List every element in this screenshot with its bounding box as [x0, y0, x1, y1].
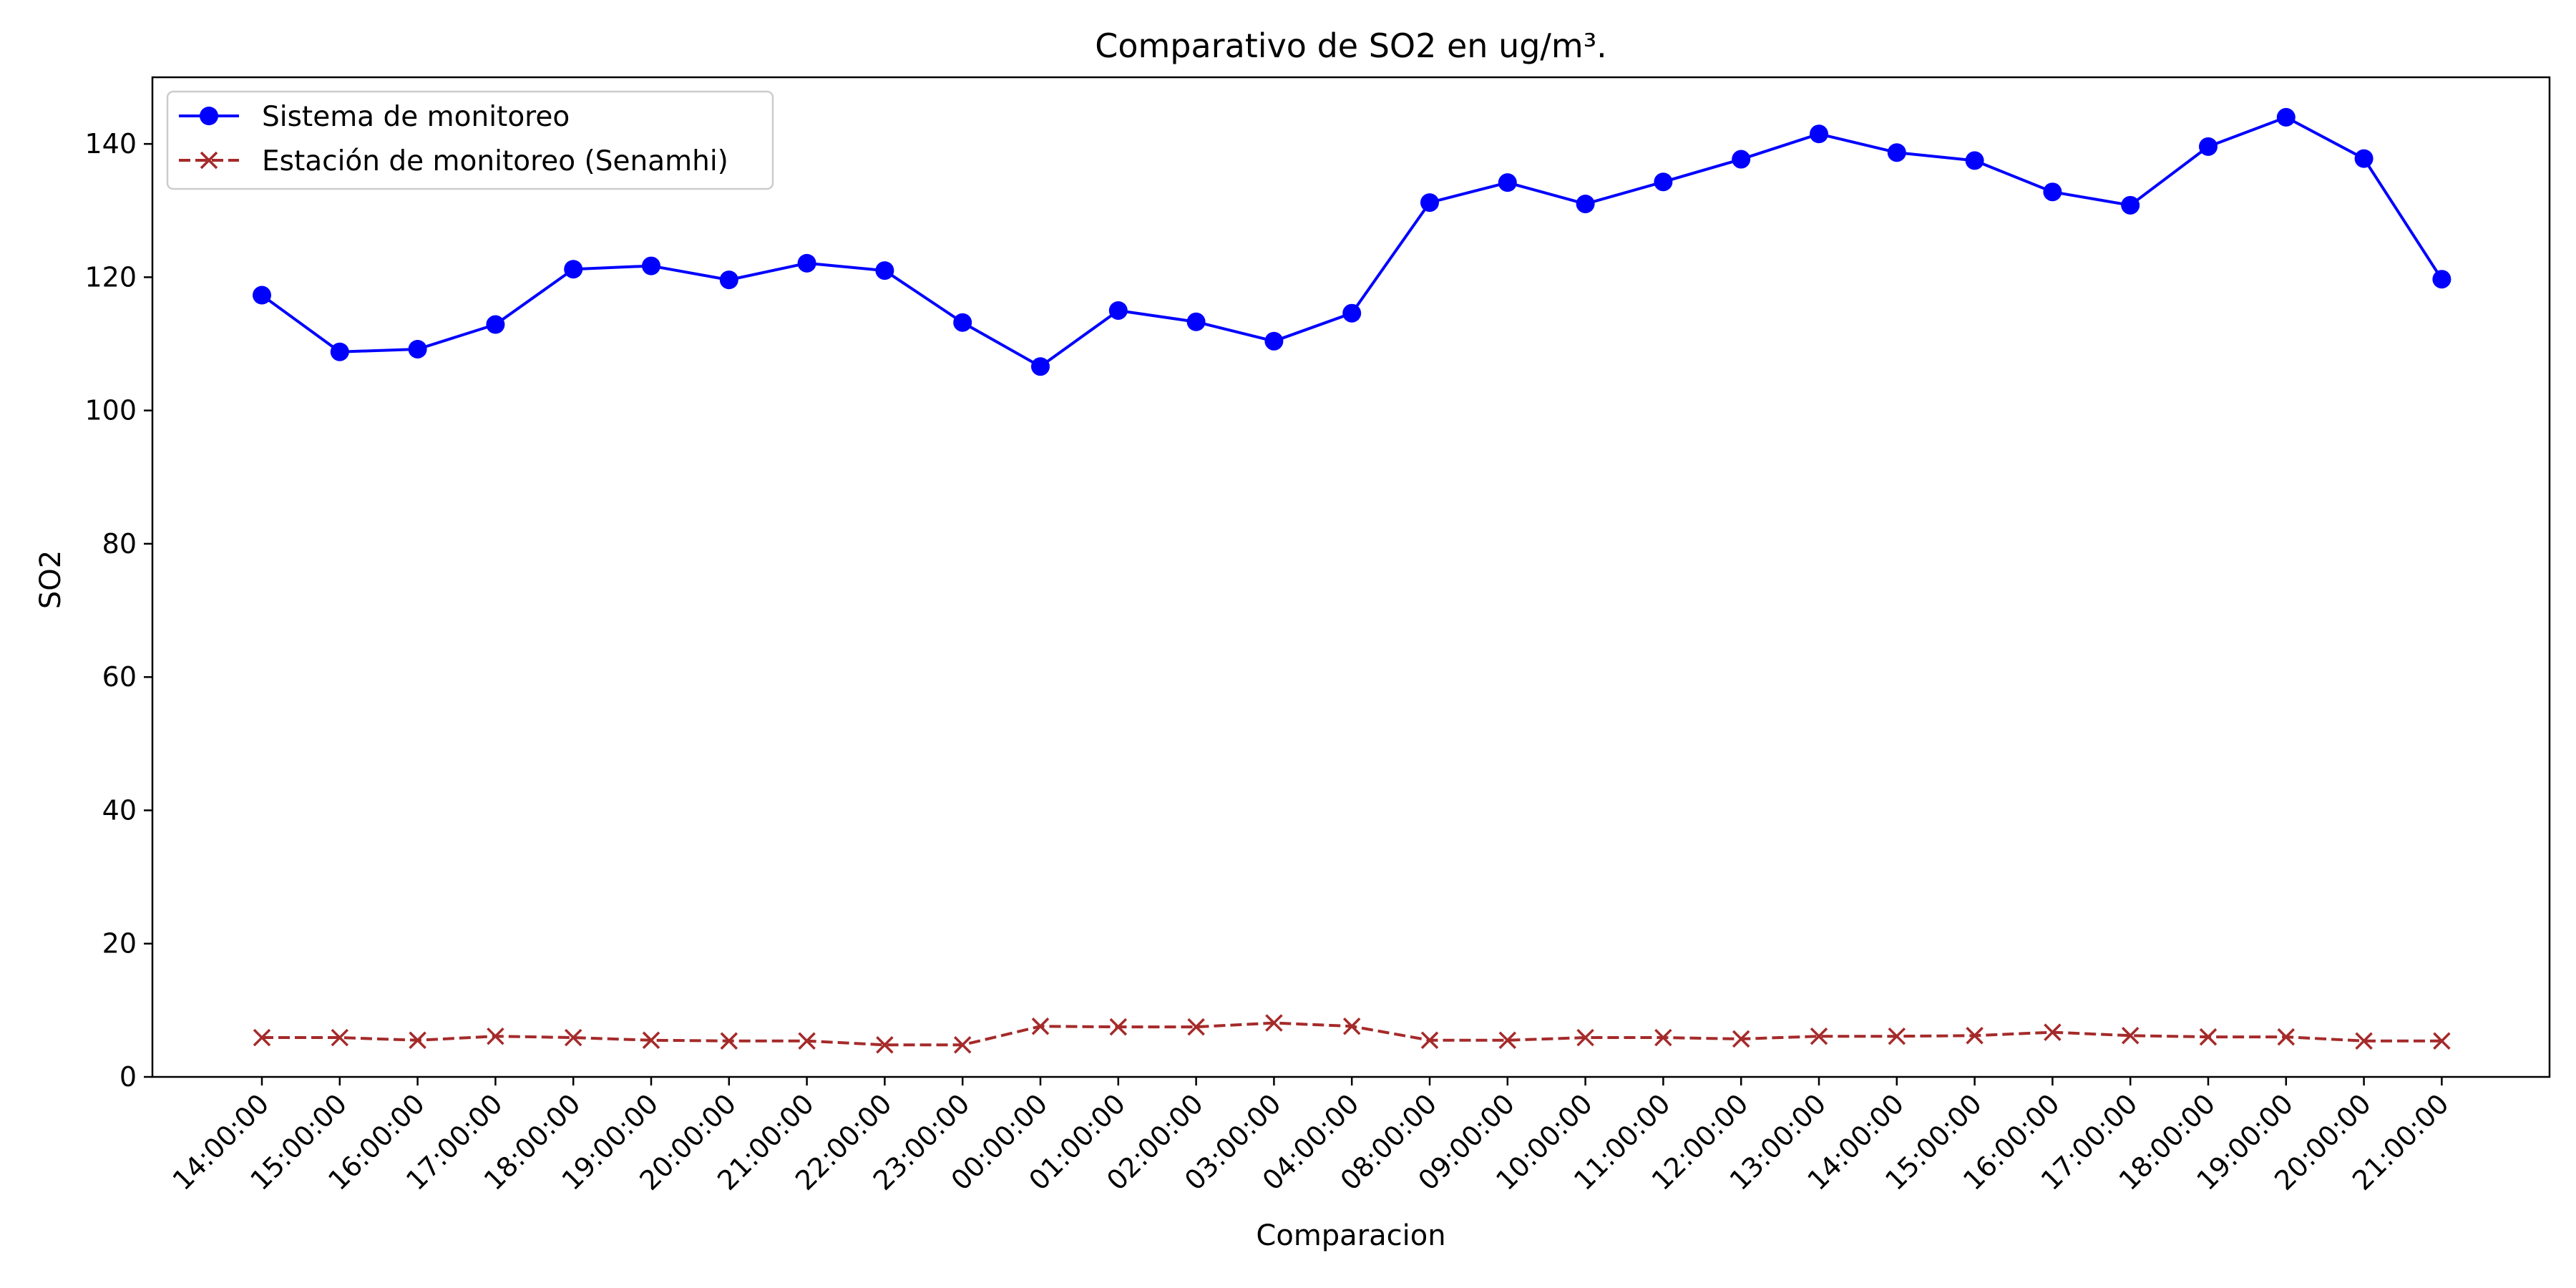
data-point-1-6	[720, 1032, 738, 1050]
data-point-0-11	[1108, 301, 1128, 320]
data-point-1-23	[2044, 1023, 2062, 1041]
data-point-1-28	[2433, 1032, 2451, 1050]
y-axis: 0 20 40 60 80 100 120 140	[84, 128, 152, 1093]
legend: Sistema de monitoreo Estación de monitor…	[166, 90, 774, 190]
data-point-0-17	[1576, 194, 1595, 213]
data-point-1-1	[331, 1028, 349, 1047]
data-point-1-26	[2277, 1028, 2296, 1046]
data-point-1-14	[1342, 1017, 1361, 1035]
legend-label-sistema: Sistema de monitoreo	[262, 101, 570, 133]
data-point-0-5	[642, 256, 660, 275]
y-tick-label: 120	[84, 261, 137, 293]
data-point-0-19	[1732, 150, 1751, 169]
data-point-0-4	[564, 260, 583, 279]
data-point-1-21	[1888, 1027, 1906, 1045]
y-tick-label: 60	[102, 661, 137, 693]
data-point-1-24	[2121, 1027, 2140, 1045]
data-point-0-21	[1887, 143, 1906, 162]
data-point-1-7	[798, 1032, 816, 1050]
data-point-0-7	[797, 253, 816, 273]
data-point-1-11	[1109, 1018, 1128, 1036]
data-point-0-14	[1342, 303, 1362, 323]
data-point-0-23	[2043, 182, 2062, 202]
x-axis-label: Comparacion	[1256, 1219, 1445, 1252]
chart-title: Comparativo de SO2 en ug/m³.	[1095, 26, 1607, 65]
data-point-0-16	[1498, 173, 1517, 192]
data-point-1-27	[2355, 1032, 2373, 1050]
legend-box	[166, 90, 774, 190]
data-point-0-25	[2199, 137, 2218, 156]
data-point-0-13	[1264, 331, 1284, 351]
data-point-0-1	[330, 342, 349, 361]
data-point-0-27	[2354, 149, 2373, 168]
data-point-0-2	[408, 339, 427, 358]
data-point-0-3	[486, 315, 505, 334]
data-point-1-16	[1498, 1031, 1517, 1050]
data-point-1-9	[953, 1036, 972, 1054]
data-point-1-5	[642, 1031, 660, 1050]
legend-label-senamhi: Estación de monitoreo (Senamhi)	[262, 145, 728, 177]
y-tick-label: 40	[102, 794, 137, 826]
x-axis: 14:00:0015:00:0016:00:0017:00:0018:00:00…	[167, 1077, 2455, 1196]
data-point-0-22	[1965, 151, 1984, 170]
plot-area	[253, 107, 2451, 1054]
legend-marker-sistema	[200, 107, 218, 125]
data-point-1-2	[409, 1031, 426, 1050]
data-point-1-3	[487, 1027, 504, 1045]
data-point-1-0	[253, 1028, 271, 1047]
data-point-0-15	[1420, 193, 1439, 213]
legend-marker-senamhi	[200, 151, 218, 170]
data-point-0-9	[953, 313, 972, 332]
data-point-0-10	[1031, 357, 1050, 376]
data-point-0-18	[1654, 172, 1673, 192]
data-point-1-18	[1654, 1028, 1672, 1047]
data-point-1-17	[1576, 1028, 1594, 1047]
data-point-1-20	[1810, 1027, 1828, 1045]
data-point-0-20	[1810, 125, 1828, 144]
data-point-0-8	[875, 261, 894, 280]
data-point-0-6	[719, 270, 738, 290]
data-point-1-25	[2199, 1028, 2218, 1046]
data-point-0-28	[2432, 270, 2451, 289]
data-point-1-22	[1966, 1027, 1984, 1045]
y-axis-label: SO2	[34, 550, 67, 609]
data-point-1-19	[1732, 1030, 1750, 1048]
legend-x-glyph	[200, 151, 218, 170]
data-point-1-4	[564, 1028, 582, 1047]
y-tick-label: 80	[102, 528, 137, 560]
data-point-0-12	[1186, 312, 1206, 331]
data-point-0-26	[2276, 107, 2296, 127]
data-point-1-8	[876, 1036, 894, 1054]
plot-frame	[151, 76, 2551, 1078]
data-point-0-24	[2121, 195, 2140, 215]
y-tick-label: 0	[119, 1061, 137, 1093]
data-point-1-13	[1265, 1014, 1283, 1032]
data-point-0-0	[253, 286, 271, 305]
y-tick-label: 140	[84, 128, 137, 160]
data-point-1-12	[1187, 1018, 1205, 1036]
y-tick-label: 20	[102, 928, 137, 960]
y-tick-label: 100	[84, 395, 137, 426]
data-point-1-10	[1031, 1017, 1050, 1035]
data-point-1-15	[1420, 1031, 1439, 1050]
